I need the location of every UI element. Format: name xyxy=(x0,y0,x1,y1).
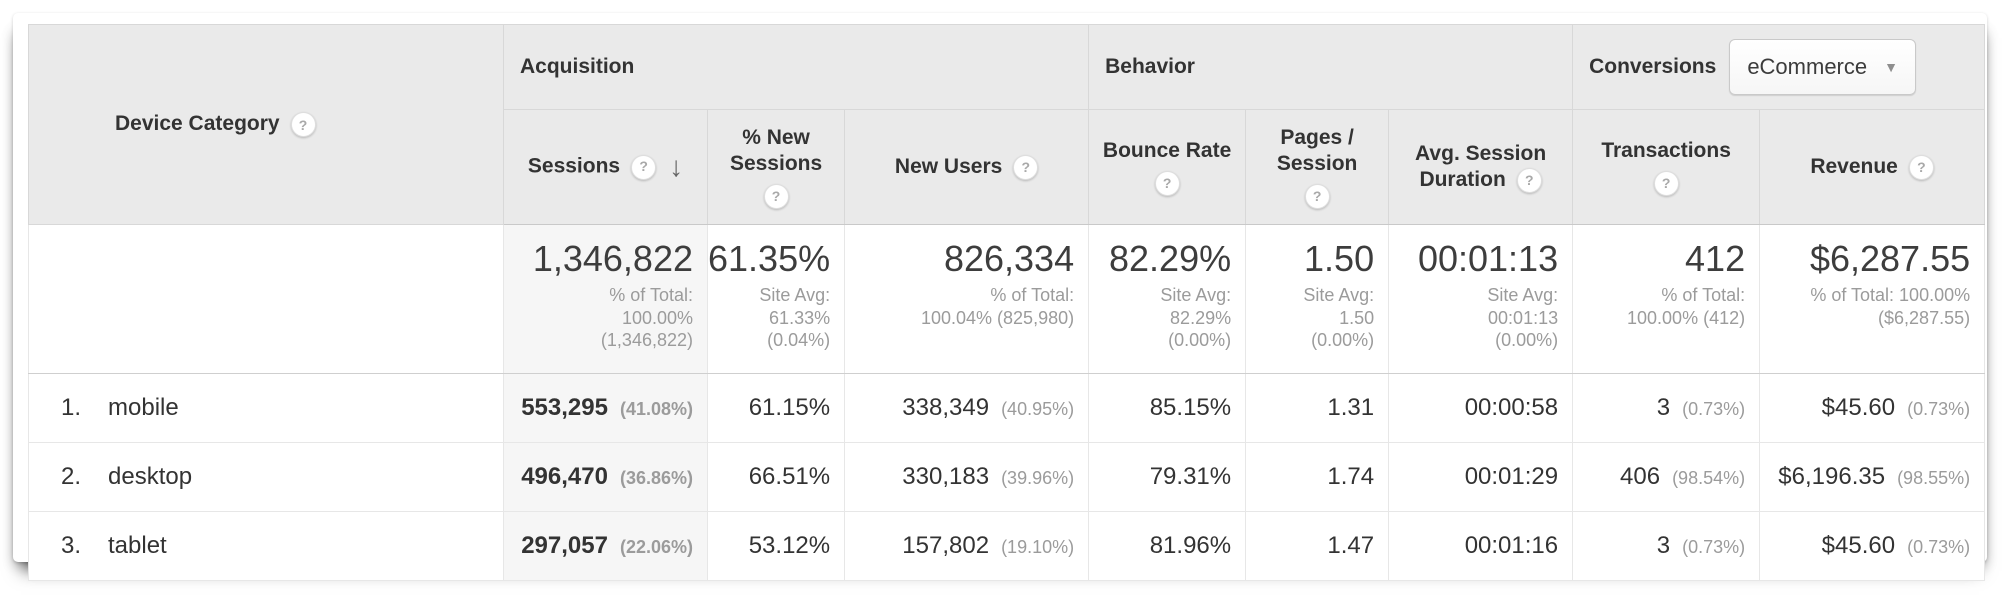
cell-pct-new-sessions: 53.12% xyxy=(706,511,846,581)
cell-device: 1. mobile xyxy=(28,373,504,443)
cell-device: 2. desktop xyxy=(28,442,504,512)
cell-device: 3. tablet xyxy=(28,511,504,581)
row-rank: 1. xyxy=(61,394,82,421)
cell-transactions: 3 (0.73%) xyxy=(1572,373,1761,443)
behavior-group-label: Behavior xyxy=(1105,55,1195,78)
cell-transactions: 3 (0.73%) xyxy=(1572,511,1761,581)
row-rank: 3. xyxy=(61,532,82,559)
group-header-conversions: Conversions eCommerce ▼ xyxy=(1572,24,1986,110)
column-header-pct-new-sessions[interactable]: % New Sessions ? xyxy=(706,109,846,225)
column-header-pages-per-session[interactable]: Pages / Session ? xyxy=(1245,109,1390,225)
cell-bounce-rate: 81.96% xyxy=(1088,511,1247,581)
device-label: desktop xyxy=(108,463,193,490)
cell-avg-session-duration: 00:01:29 xyxy=(1388,442,1574,512)
summary-transactions: 412 % of Total: 100.00% (412) xyxy=(1572,224,1761,374)
help-icon[interactable]: ? xyxy=(1304,184,1330,210)
cell-pages-per-session: 1.47 xyxy=(1245,511,1390,581)
conversions-type-value: eCommerce xyxy=(1747,54,1868,79)
table-row-mobile: 1. mobile 553,295 (41.08%) 61.15% 338,349(… xyxy=(28,373,1986,443)
device-label: mobile xyxy=(108,394,179,421)
cell-new-users: 338,349 (40.95%) xyxy=(844,373,1090,443)
column-header-transactions[interactable]: Transactions ? xyxy=(1572,109,1761,225)
summary-sessions: 1,346,822 % of Total: 100.00% (1,346,822… xyxy=(503,224,708,374)
cell-pages-per-session: 1.31 xyxy=(1245,373,1390,443)
device-category-table: Device Category? Acquisition Behavior Co… xyxy=(28,24,1986,581)
acquisition-group-label: Acquisition xyxy=(520,55,635,78)
cell-sessions: 297,057 (22.06%) xyxy=(503,511,708,581)
table-row-desktop: 2. desktop 496,470 (36.86%) 66.51% 330,183… xyxy=(28,442,1986,512)
cell-sessions: 553,295 (41.08%) xyxy=(503,373,708,443)
cell-pages-per-session: 1.74 xyxy=(1245,442,1390,512)
device-category-label: Device Category xyxy=(115,112,280,136)
cell-avg-session-duration: 00:00:58 xyxy=(1388,373,1574,443)
summary-pages-per-session: 1.50 Site Avg: 1.50 (0.00%) xyxy=(1245,224,1390,374)
cell-new-users: 330,183 (39.96%) xyxy=(844,442,1090,512)
help-icon[interactable]: ? xyxy=(1154,171,1180,197)
help-icon[interactable]: ? xyxy=(763,184,789,210)
summary-bounce-rate: 82.29% Site Avg: 82.29% (0.00%) xyxy=(1088,224,1247,374)
cell-transactions: 406 (98.54%) xyxy=(1572,442,1761,512)
metric-header-row: Sessions? ↓ % New Sessions ? New Users? B… xyxy=(29,109,1986,225)
group-header-acquisition: Acquisition xyxy=(502,24,1090,110)
dropdown-arrow-icon: ▼ xyxy=(1884,59,1898,75)
cell-new-users: 157,802 (19.10%) xyxy=(844,511,1090,581)
row-rank: 2. xyxy=(61,463,82,490)
summary-row: 1,346,822 % of Total: 100.00% (1,346,822… xyxy=(28,224,1986,374)
conversions-group-label: Conversions xyxy=(1589,55,1717,78)
summary-dimension-cell xyxy=(28,224,504,374)
analytics-report-card: Device Category? Acquisition Behavior Co… xyxy=(13,13,1987,581)
table-row-tablet: 3. tablet 297,057 (22.06%) 53.12% 157,802(… xyxy=(28,511,1986,581)
column-header-device-category[interactable]: Device Category? xyxy=(28,24,504,225)
summary-revenue: $6,287.55 % of Total: 100.00% ($6,287.55… xyxy=(1759,224,1986,374)
column-header-bounce-rate[interactable]: Bounce Rate ? xyxy=(1088,109,1247,225)
cell-revenue: $45.60 (0.73%) xyxy=(1759,511,1986,581)
sort-descending-icon[interactable]: ↓ xyxy=(669,150,684,182)
cell-pct-new-sessions: 66.51% xyxy=(706,442,846,512)
help-icon[interactable]: ? xyxy=(1653,171,1679,197)
cell-pct-new-sessions: 61.15% xyxy=(706,373,846,443)
help-icon[interactable]: ? xyxy=(631,154,657,180)
cell-sessions: 496,470 (36.86%) xyxy=(503,442,708,512)
help-icon[interactable]: ? xyxy=(290,112,316,137)
help-icon[interactable]: ? xyxy=(1908,154,1934,180)
group-header-behavior: Behavior xyxy=(1088,24,1574,110)
column-header-avg-session-duration[interactable]: Avg. Session Duration? xyxy=(1388,109,1574,225)
conversions-type-dropdown[interactable]: eCommerce ▼ xyxy=(1729,39,1916,95)
cell-revenue: $45.60 (0.73%) xyxy=(1759,373,1986,443)
help-icon[interactable]: ? xyxy=(1013,154,1039,180)
cell-avg-session-duration: 00:01:16 xyxy=(1388,511,1574,581)
column-header-revenue[interactable]: Revenue? xyxy=(1759,109,1986,225)
group-header-row: Device Category? Acquisition Behavior Co… xyxy=(28,24,1986,225)
summary-new-users: 826,334 % of Total: 100.04% (825,980) xyxy=(844,224,1090,374)
column-header-sessions[interactable]: Sessions? ↓ xyxy=(503,109,708,225)
summary-pct-new-sessions: 61.35% Site Avg: 61.33% (0.04%) xyxy=(706,224,846,374)
column-header-new-users[interactable]: New Users? xyxy=(844,109,1090,225)
cell-revenue: $6,196.35 (98.55%) xyxy=(1759,442,1986,512)
device-label: tablet xyxy=(108,532,167,559)
cell-bounce-rate: 79.31% xyxy=(1088,442,1247,512)
help-icon[interactable]: ? xyxy=(1516,167,1542,193)
summary-avg-session-duration: 00:01:13 Site Avg: 00:01:13 (0.00%) xyxy=(1388,224,1574,374)
cell-bounce-rate: 85.15% xyxy=(1088,373,1247,443)
